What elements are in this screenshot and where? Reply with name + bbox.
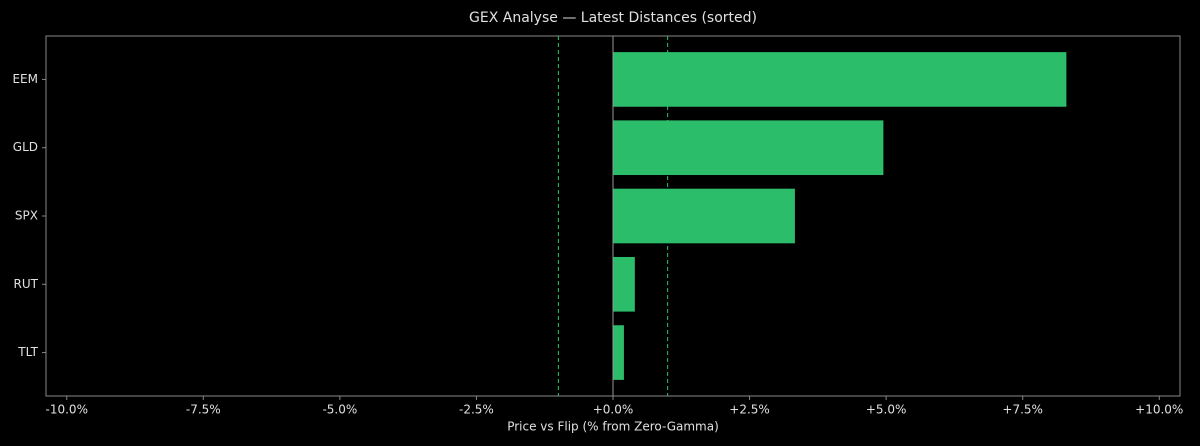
x-tick-label: +2.5%	[729, 403, 770, 417]
x-tick-label: -7.5%	[186, 403, 221, 417]
x-axis-label: Price vs Flip (% from Zero-Gamma)	[507, 420, 719, 434]
bar	[613, 188, 795, 244]
y-tick-label: EEM	[12, 72, 38, 86]
x-tick-label: -5.0%	[322, 403, 357, 417]
bar	[613, 325, 624, 380]
y-tick-label: RUT	[14, 277, 39, 291]
bar	[613, 120, 884, 176]
x-tick-label: +10.0%	[1135, 403, 1183, 417]
x-tick-label: -2.5%	[459, 403, 494, 417]
x-tick-label: +0.0%	[593, 403, 634, 417]
y-tick-label: TLT	[17, 345, 38, 359]
x-tick-label: +7.5%	[1002, 403, 1043, 417]
bar	[613, 256, 635, 312]
bar	[613, 52, 1067, 107]
x-tick-label: +5.0%	[866, 403, 907, 417]
y-tick-label: SPX	[15, 209, 38, 223]
x-tick-label: -10.0%	[46, 403, 88, 417]
y-tick-label: GLD	[13, 140, 38, 154]
chart-title: GEX Analyse — Latest Distances (sorted)	[469, 10, 757, 26]
plot-frame	[45, 35, 1181, 397]
